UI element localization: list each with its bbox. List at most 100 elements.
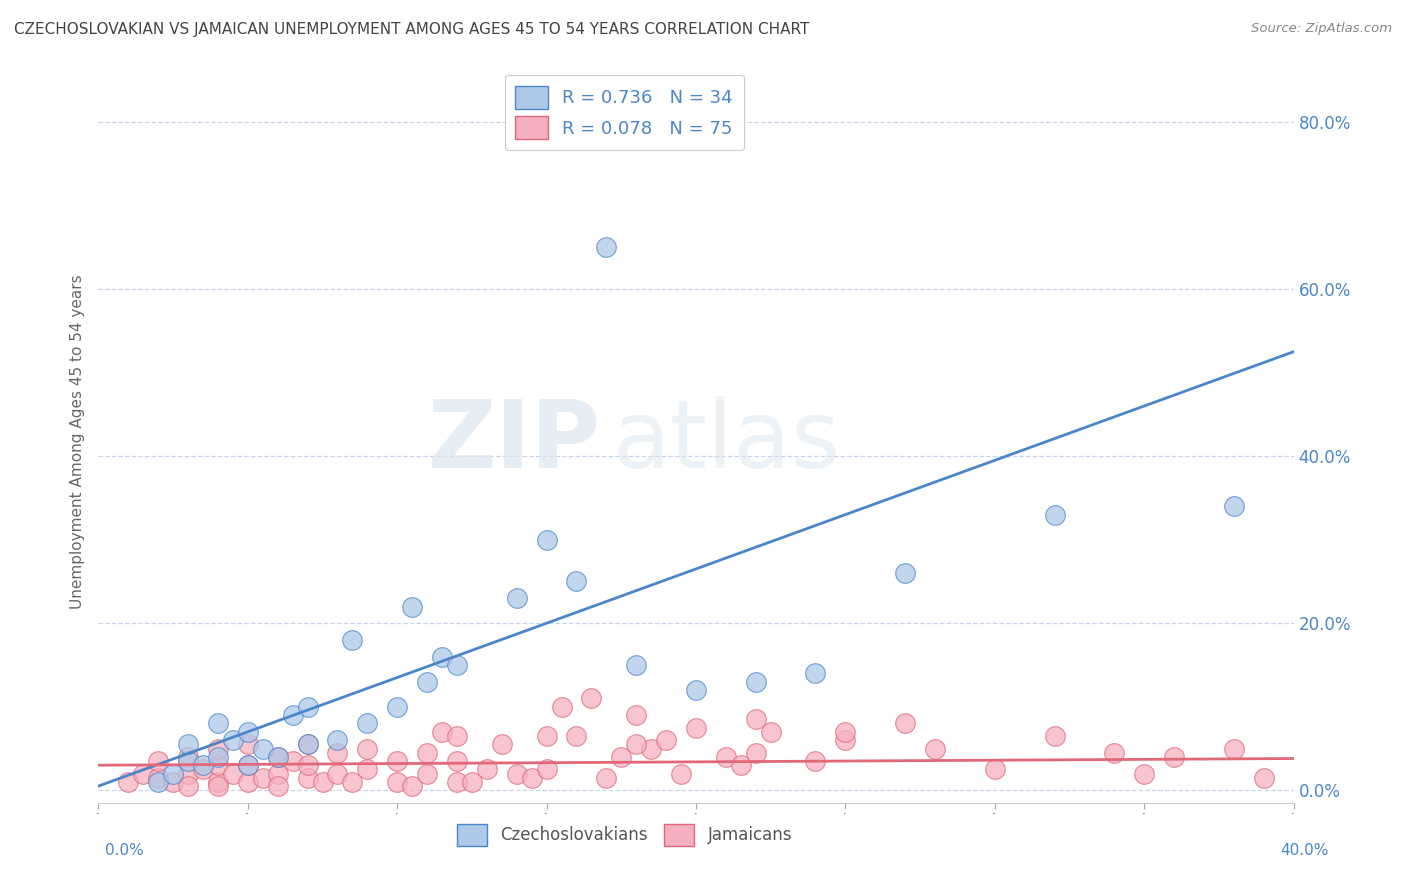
Point	[491, 737, 513, 751]
Text: CZECHOSLOVAKIAN VS JAMAICAN UNEMPLOYMENT AMONG AGES 45 TO 54 YEARS CORRELATION C: CZECHOSLOVAKIAN VS JAMAICAN UNEMPLOYMENT…	[14, 22, 810, 37]
Text: atlas: atlas	[613, 395, 841, 488]
Point	[506, 591, 529, 606]
Point	[297, 771, 319, 785]
Point	[894, 716, 917, 731]
Legend: Czechoslovakians, Jamaicans: Czechoslovakians, Jamaicans	[450, 818, 799, 852]
Point	[565, 729, 588, 743]
Point	[207, 749, 229, 764]
Point	[446, 657, 468, 672]
Point	[655, 733, 678, 747]
Point	[894, 566, 917, 580]
Point	[669, 766, 692, 780]
Point	[550, 699, 572, 714]
Point	[297, 699, 319, 714]
Point	[430, 724, 453, 739]
Point	[297, 737, 319, 751]
Point	[132, 766, 155, 780]
Point	[326, 733, 349, 747]
Point	[236, 758, 259, 772]
Point	[626, 657, 648, 672]
Point	[236, 724, 259, 739]
Point	[610, 749, 633, 764]
Point	[685, 721, 707, 735]
Point	[191, 763, 214, 777]
Point	[730, 758, 752, 772]
Point	[924, 741, 946, 756]
Point	[595, 771, 617, 785]
Point	[281, 754, 304, 768]
Point	[326, 746, 349, 760]
Point	[191, 758, 214, 772]
Point	[834, 733, 856, 747]
Point	[385, 754, 409, 768]
Point	[281, 708, 304, 723]
Point	[385, 699, 409, 714]
Point	[177, 766, 200, 780]
Point	[1133, 766, 1156, 780]
Point	[685, 683, 707, 698]
Point	[236, 775, 259, 789]
Text: Source: ZipAtlas.com: Source: ZipAtlas.com	[1251, 22, 1392, 36]
Point	[446, 754, 468, 768]
Point	[595, 240, 617, 254]
Point	[207, 758, 229, 772]
Point	[804, 754, 827, 768]
Point	[342, 632, 364, 647]
Point	[401, 779, 423, 793]
Point	[416, 766, 439, 780]
Point	[297, 758, 319, 772]
Point	[267, 749, 290, 764]
Point	[207, 716, 229, 731]
Point	[745, 674, 768, 689]
Point	[162, 775, 184, 789]
Point	[984, 763, 1007, 777]
Point	[1223, 741, 1246, 756]
Point	[148, 775, 170, 789]
Point	[326, 766, 349, 780]
Point	[581, 691, 603, 706]
Point	[117, 775, 139, 789]
Point	[1163, 749, 1185, 764]
Point	[1043, 729, 1066, 743]
Point	[1223, 500, 1246, 514]
Point	[148, 754, 170, 768]
Point	[356, 741, 378, 756]
Point	[177, 749, 200, 764]
Text: 0.0%: 0.0%	[105, 843, 145, 858]
Point	[236, 737, 259, 751]
Text: ZIP: ZIP	[427, 395, 600, 488]
Point	[834, 724, 856, 739]
Point	[162, 766, 184, 780]
Point	[222, 766, 245, 780]
Point	[446, 729, 468, 743]
Point	[311, 775, 333, 789]
Text: 40.0%: 40.0%	[1281, 843, 1329, 858]
Point	[1104, 746, 1126, 760]
Point	[297, 737, 319, 751]
Point	[506, 766, 529, 780]
Point	[626, 708, 648, 723]
Point	[236, 758, 259, 772]
Point	[446, 775, 468, 789]
Point	[475, 763, 498, 777]
Y-axis label: Unemployment Among Ages 45 to 54 years: Unemployment Among Ages 45 to 54 years	[69, 274, 84, 609]
Point	[536, 763, 558, 777]
Point	[401, 599, 423, 614]
Point	[520, 771, 543, 785]
Point	[342, 775, 364, 789]
Point	[416, 674, 439, 689]
Point	[207, 775, 229, 789]
Point	[385, 775, 409, 789]
Point	[714, 749, 737, 764]
Point	[177, 754, 200, 768]
Point	[252, 771, 274, 785]
Point	[461, 775, 484, 789]
Point	[536, 729, 558, 743]
Point	[356, 763, 378, 777]
Point	[267, 749, 290, 764]
Point	[565, 574, 588, 589]
Point	[626, 737, 648, 751]
Point	[177, 737, 200, 751]
Point	[745, 746, 768, 760]
Point	[148, 771, 170, 785]
